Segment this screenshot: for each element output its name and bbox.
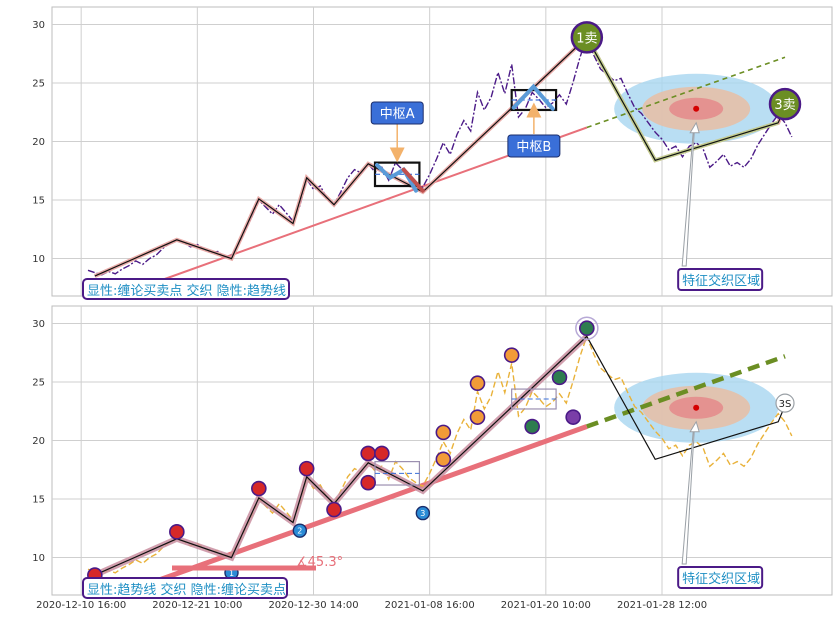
top-plot-frame [51,6,833,297]
turning-marker-7 [360,474,376,491]
top-ytick-10: 10 [32,254,45,265]
bottom-ytick-15: 15 [32,495,45,506]
bottom-zhongshu-boxes [374,388,557,486]
turning-marker-4 [326,501,342,518]
turning-marker-16 [579,320,595,337]
x-tick-labels: 2020-12-10 16:00 2020-12-21 10:00 2020-12-… [36,600,707,611]
bottom-ellipse-center [693,404,700,411]
top-sell-point-0 [570,21,604,54]
turning-marker-12 [503,347,520,363]
bottom-ytick-20: 20 [32,436,45,447]
x-tick-label-0: 2020-12-10 16:00 [36,600,126,611]
top-gridlines [52,7,832,296]
bottom-plot-frame [51,305,833,596]
bottom-ytick-30: 30 [32,319,45,330]
bottom-region-label-box [677,566,764,589]
top-region-label: 特征交织区域 [682,273,760,289]
bottom-ytick-10: 10 [32,553,45,564]
turning-marker-15 [565,409,581,425]
top-zhongshu-annotations: 中枢A 中枢B [370,101,561,163]
bottom-legend-box: 显性:趋势线 交织 隐性:缠论买卖点 [82,577,288,599]
turning-marker-3 [298,460,315,477]
bottom-channel-path [586,354,786,429]
top-zhongshu-red-segment [401,167,425,193]
top-zhongshu-zigzag-0 [375,163,418,193]
buy-marker-label-0: 1 [229,569,234,578]
bottom-turning-markers: 1 2 3 [87,316,599,583]
top-zhongshu-zigzag-1 [511,83,555,111]
zhongshu-label-1: 中枢B [516,140,551,155]
top-ytick-20: 20 [32,137,45,148]
top-region-annotation: 特征交织区域 [677,121,764,291]
x-tick-label-2: 2020-12-30 14:00 [268,600,358,611]
top-sell-label-1: 3卖 [774,98,795,113]
bottom-y-tick-labels: 10 15 20 25 30 [32,319,45,564]
x-tick-label-3: 2021-01-08 16:00 [385,600,475,611]
top-stroke-tail [586,37,779,162]
zhongshu-label-0: 中枢A [380,107,415,122]
bottom-region-label: 特征交织区域 [682,571,760,587]
buy-marker-1 [292,523,308,538]
x-tick-label-1: 2020-12-21 10:00 [152,600,242,611]
turning-marker-14 [551,369,568,386]
top-sell-point-1 [768,87,802,121]
turning-marker-8 [435,424,452,441]
top-ellipse-center [693,105,700,112]
bottom-sell-point-0 [775,393,795,413]
turning-marker-13 [524,418,540,435]
top-region-arrow [681,121,700,267]
bottom-sell1-ring [575,316,599,340]
turning-marker-5 [360,445,376,462]
buy-marker-label-2: 3 [420,509,425,518]
top-bi-strokes [93,34,787,278]
bottom-legend-text: 显性:趋势线 交织 隐性:缠论买卖点 [87,582,286,598]
zhongshu-label-box-0 [370,101,424,125]
bottom-region-annotation: 特征交织区域 [677,420,764,589]
x-tick-label-4: 2021-01-20 10:00 [501,600,591,611]
top-channel-path [586,56,786,129]
top-sell-points: 1卖 3卖 [570,21,802,121]
turning-marker-2 [251,480,267,497]
turning-marker-1 [169,524,185,540]
turning-marker-11 [469,409,486,425]
buy-marker-label-1: 2 [297,527,302,536]
bottom-sell-label-0: 3S [779,399,792,410]
top-y-tick-labels: 10 15 20 25 30 [32,20,45,265]
bottom-channel-line [586,354,786,429]
top-region-label-box [677,268,764,291]
top-ytick-30: 30 [32,20,45,31]
turning-marker-9 [435,451,452,468]
turning-marker-10 [469,375,486,392]
bottom-ytick-25: 25 [32,378,45,389]
top-legend-text: 显性:缠论买卖点 交织 隐性:趋势线 [87,283,286,299]
turning-marker-6 [374,445,390,462]
buy-marker-2 [415,505,431,521]
top-feature-region [614,73,779,144]
x-tick-label-5: 2021-01-28 12:00 [617,600,707,611]
top-channel-line [586,56,786,129]
top-panel: 10 15 20 25 30 中枢A 中枢B 1卖 3卖 特征交织区域 显性:缠论买卖点 交… [32,6,833,300]
top-ytick-25: 25 [32,79,45,90]
top-sell-label-0: 1卖 [576,31,597,46]
top-legend-box: 显性:缠论买卖点 交织 隐性:趋势线 [82,278,290,300]
top-zhongshu-boxes [373,83,558,193]
top-ytick-15: 15 [32,196,45,207]
zhongshu-label-box-1 [507,134,561,158]
bottom-sell-points: 3S [775,393,795,413]
bottom-region-arrow [681,420,700,565]
